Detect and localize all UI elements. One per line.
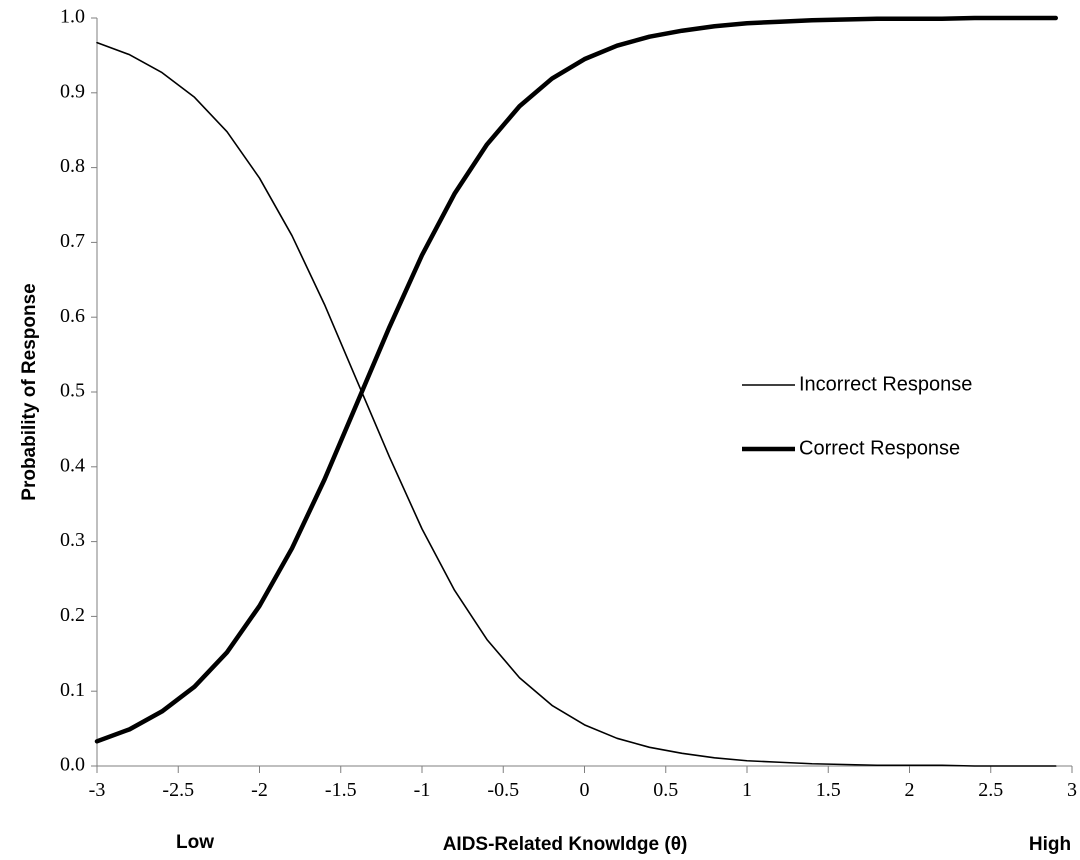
y-tick-label: 0.4 bbox=[60, 454, 85, 476]
x-tick-label: -2.5 bbox=[162, 779, 194, 801]
x-tick-label: 1.5 bbox=[816, 779, 841, 801]
y-tick-label: 0.1 bbox=[60, 679, 85, 701]
x-tick-label: -0.5 bbox=[487, 779, 519, 801]
x-tick-label: 2 bbox=[905, 779, 915, 801]
x-tick-label: 1 bbox=[742, 779, 752, 801]
series-line bbox=[94, 15, 1058, 744]
x-high-label: High bbox=[1029, 834, 1071, 855]
x-tick-label: -1 bbox=[414, 779, 431, 801]
x-axis-title: AIDS-Related Knowldge (θ) bbox=[443, 834, 688, 855]
y-tick-label: 0.5 bbox=[60, 380, 85, 402]
y-tick-label: 1.0 bbox=[60, 6, 85, 28]
y-tick-label: 0.6 bbox=[60, 305, 85, 327]
y-tick-label: 0.8 bbox=[60, 155, 85, 177]
y-tick-label: 0.3 bbox=[60, 529, 85, 551]
y-tick-label: 0.7 bbox=[60, 230, 85, 252]
x-tick-label: -3 bbox=[89, 779, 106, 801]
series-line bbox=[96, 41, 1057, 767]
x-tick-label: 0.5 bbox=[653, 779, 678, 801]
legend-label: Incorrect Response bbox=[799, 373, 972, 395]
y-tick-label: 0.0 bbox=[60, 754, 85, 776]
x-tick-label: -2 bbox=[251, 779, 268, 801]
x-tick-label: 2.5 bbox=[978, 779, 1003, 801]
x-tick-label: -1.5 bbox=[325, 779, 357, 801]
legend-label: Correct Response bbox=[799, 437, 960, 459]
y-tick-label: 0.9 bbox=[60, 80, 85, 102]
x-tick-label: 0 bbox=[580, 779, 590, 801]
x-low-label: Low bbox=[176, 832, 214, 853]
y-tick-label: 0.2 bbox=[60, 604, 85, 626]
y-axis-title: Probability of Response bbox=[19, 283, 40, 500]
x-tick-label: 3 bbox=[1067, 779, 1077, 801]
